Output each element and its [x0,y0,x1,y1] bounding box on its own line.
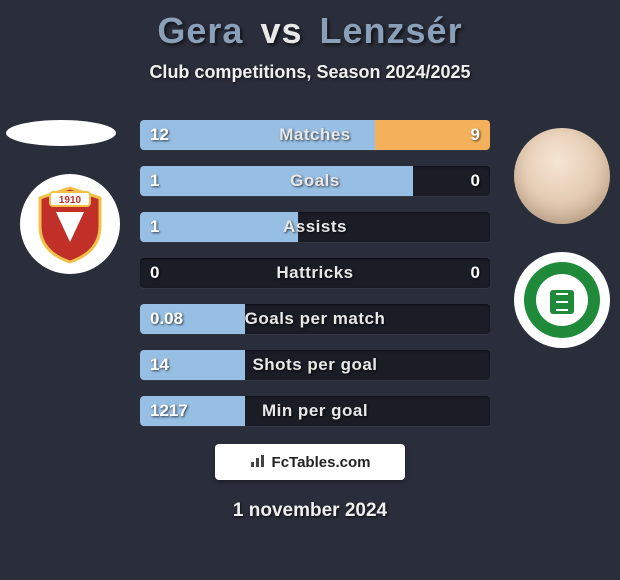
stat-label: Hattricks [140,258,490,288]
chart-icon [250,454,266,471]
player1-club-badge: 1910 [20,174,120,274]
player2-name: Lenzsér [320,10,463,51]
player2-avatar [514,128,610,224]
site-badge[interactable]: FcTables.com [215,444,405,480]
stat-label: Shots per goal [140,350,490,380]
comparison-title: Gera vs Lenzsér [0,0,620,52]
subtitle: Club competitions, Season 2024/2025 [0,62,620,83]
player1-avatar [6,120,116,146]
date-label: 1 november 2024 [0,500,620,522]
stat-row: 14Shots per goal [140,350,490,380]
stat-row: 129Matches [140,120,490,150]
stat-row: 0.08Goals per match [140,304,490,334]
player1-name: Gera [157,10,243,51]
stat-row: 10Goals [140,166,490,196]
stats-bars-area: 129Matches 10Goals 1Assists 00Hattricks 0.08… [140,120,490,442]
vs-label: vs [260,10,302,51]
stat-row: 00Hattricks [140,258,490,288]
club-left-year: 1910 [59,195,82,206]
stat-row: 1Assists [140,212,490,242]
club-left-shield-icon: 1910 [28,182,112,266]
club-right-ring-icon: 2006 [520,258,604,342]
stat-label: Goals per match [140,304,490,334]
stat-label: Matches [140,120,490,150]
stat-label: Min per goal [140,396,490,426]
club-right-year: 2006 [552,274,572,284]
site-name: FcTables.com [272,454,371,471]
stat-label: Assists [140,212,490,242]
stat-row: 1217Min per goal [140,396,490,426]
stat-label: Goals [140,166,490,196]
player2-club-badge: 2006 [514,252,610,348]
